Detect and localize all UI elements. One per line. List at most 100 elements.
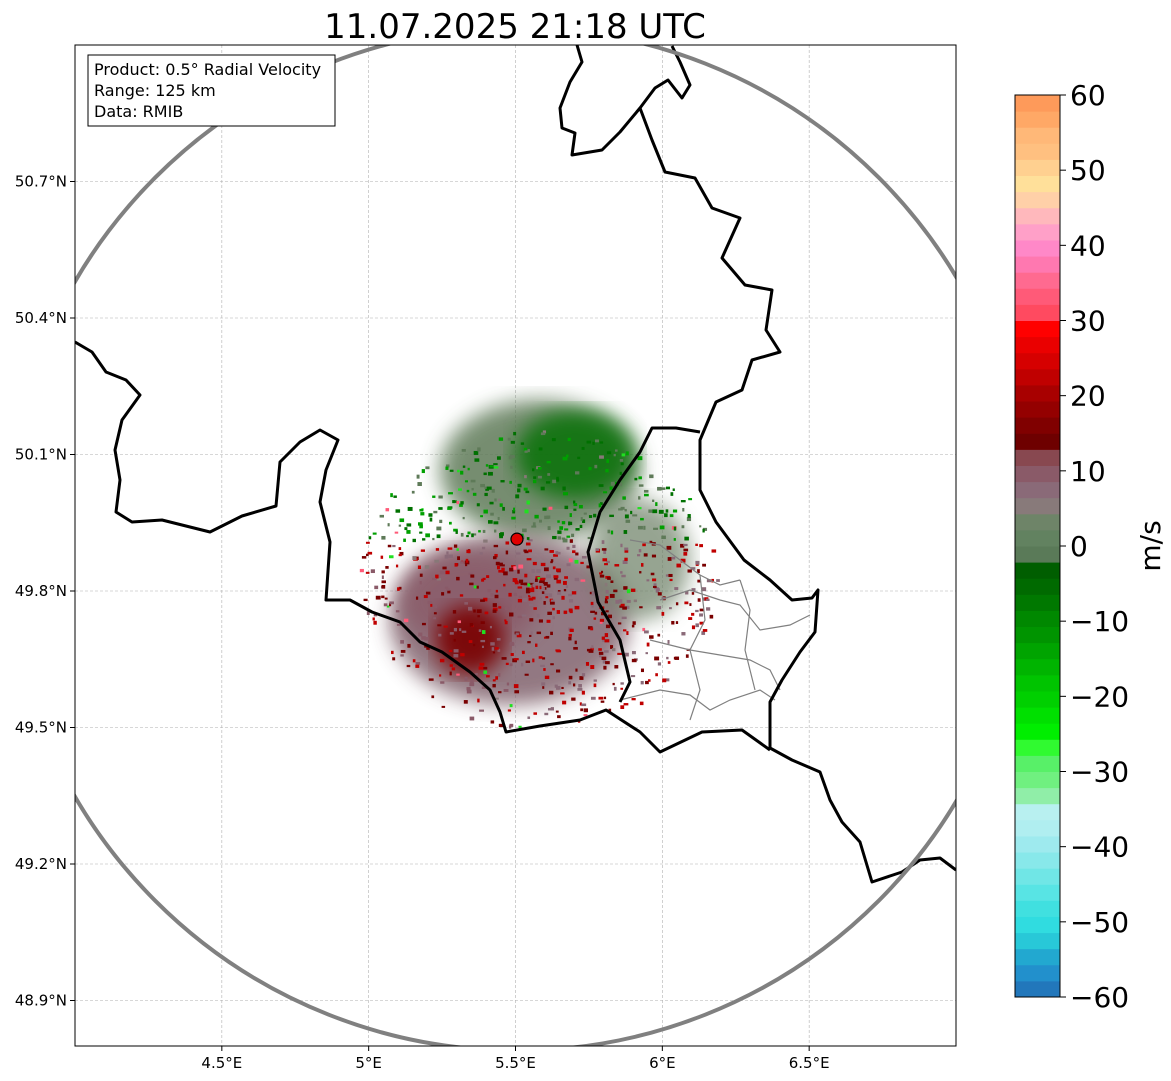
echo-pixel	[398, 547, 402, 551]
subregion-boundaries	[619, 539, 811, 721]
echo-pixel	[646, 579, 650, 582]
echo-pixel	[512, 509, 516, 514]
echo-pixel	[687, 569, 692, 573]
echo-pixel	[499, 535, 503, 539]
echo-pixel	[562, 580, 567, 585]
echo-pixel	[622, 560, 628, 564]
echo-pixel	[550, 559, 554, 563]
echo-pixel	[572, 683, 576, 687]
echo-pixel	[687, 514, 691, 518]
echo-pixel	[490, 593, 494, 597]
echo-pixel	[600, 700, 605, 703]
echo-pixel	[482, 666, 488, 670]
echo-pixel	[563, 492, 569, 496]
echo-pixel	[521, 614, 527, 617]
echo-pixel	[526, 500, 530, 505]
echo-pixel	[685, 591, 689, 595]
border-line	[769, 746, 956, 884]
echo-pixel	[603, 665, 607, 670]
echo-pixel	[495, 589, 498, 593]
echo-pixel	[542, 430, 547, 434]
echo-pixel	[381, 575, 384, 579]
echo-pixel	[509, 723, 514, 727]
echo-pixel	[658, 509, 664, 514]
echo-pixel	[547, 611, 552, 615]
echo-pixel	[606, 560, 610, 564]
echo-pixel	[579, 524, 583, 529]
echo-pixel	[539, 580, 543, 584]
echo-pixel	[652, 578, 657, 582]
echo-pixel	[562, 486, 566, 491]
boundary-line	[619, 689, 776, 711]
echo-pixel	[361, 556, 367, 559]
echo-pixel	[701, 631, 706, 635]
echo-pixel	[599, 621, 603, 624]
colorbar-segment	[1015, 546, 1060, 563]
echo-pixel	[527, 641, 531, 644]
echo-pixel	[605, 610, 609, 613]
echo-pixel	[609, 514, 614, 518]
echo-pixel	[415, 596, 419, 600]
echo-pixel	[431, 695, 435, 699]
echo-pixel	[623, 703, 629, 706]
echo-pixel	[459, 503, 463, 507]
echo-pixel	[508, 725, 512, 729]
echo-pixel	[398, 524, 402, 527]
echo-pixel	[665, 678, 670, 682]
echo-pixel	[471, 533, 477, 536]
echo-pixel	[673, 526, 677, 531]
echo-pixel	[477, 698, 480, 703]
echo-pixel	[499, 562, 503, 567]
echo-pixel	[525, 660, 531, 664]
echo-pixel	[648, 679, 651, 682]
echo-pixel	[681, 632, 686, 636]
echo-pixel	[607, 529, 611, 534]
echo-pixel	[438, 633, 442, 637]
echo-pixel	[367, 551, 373, 555]
echo-pixel	[509, 612, 514, 617]
echo-pixel	[453, 544, 458, 548]
echo-pixel	[575, 528, 580, 531]
echo-pixel	[601, 548, 607, 551]
echo-pixel	[483, 539, 488, 543]
echo-pixel	[605, 589, 609, 594]
echo-pixel	[652, 499, 655, 503]
echo-pixel	[685, 654, 689, 658]
echo-pixel	[598, 696, 604, 700]
echo-pixel	[562, 538, 568, 543]
echo-pixel	[407, 506, 413, 511]
echo-pixel	[557, 530, 562, 534]
echo-pixel	[484, 611, 489, 615]
echo-pixel	[706, 598, 710, 602]
echo-pixel	[607, 576, 611, 580]
echo-pixel	[652, 509, 658, 514]
echo-pixel	[539, 583, 544, 586]
colorbar-segment	[1015, 256, 1060, 273]
echo-pixel	[490, 720, 495, 724]
echo-pixel	[455, 530, 458, 534]
echo-pixel	[513, 592, 518, 596]
colorbar-segment	[1015, 835, 1060, 853]
echo-pixel	[580, 561, 584, 565]
echo-pixel	[529, 592, 533, 596]
echo-pixel	[447, 590, 451, 594]
colorbar-segment	[1015, 127, 1060, 144]
echo-pixel	[642, 627, 646, 632]
echo-pixel	[529, 588, 535, 593]
echo-pixel	[599, 618, 605, 622]
echo-pixel	[620, 571, 623, 574]
echo-pixel	[461, 630, 467, 633]
echo-pixel	[460, 532, 464, 537]
echo-pixel	[574, 640, 577, 645]
echo-pixel	[601, 540, 605, 544]
echo-pixel	[545, 574, 551, 579]
echo-pixel	[444, 554, 449, 559]
echo-pixel	[556, 610, 561, 614]
echo-pixel	[466, 489, 470, 493]
echo-pixel	[691, 588, 696, 591]
echo-pixel	[581, 556, 587, 559]
echo-pixel	[631, 658, 637, 663]
echo-pixel	[593, 617, 597, 620]
info-product: Product: 0.5° Radial Velocity	[94, 60, 321, 79]
echo-pixel	[599, 572, 603, 575]
